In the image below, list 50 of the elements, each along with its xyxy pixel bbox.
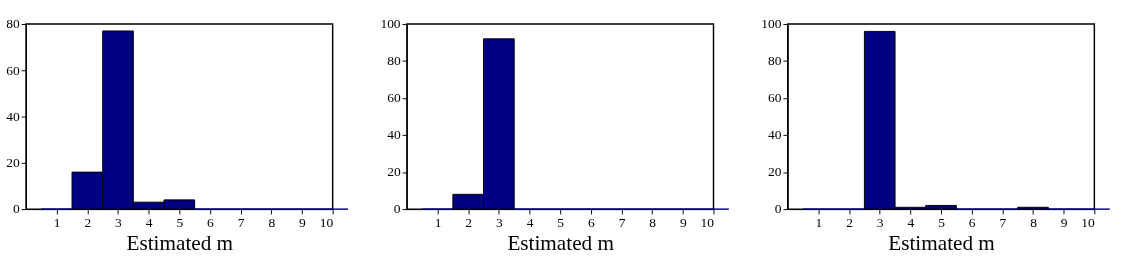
x-axis-title: Estimated m (507, 231, 615, 256)
x-tick-label: 1 (815, 214, 823, 230)
y-tick-label: 40 (6, 108, 21, 124)
x-tick-label: 8 (268, 214, 276, 230)
y-tick-label: 20 (768, 164, 782, 180)
x-tick-label: 5 (557, 214, 565, 230)
x-tick-label: 8 (649, 214, 657, 230)
x-tick-label: 10 (700, 214, 715, 230)
x-tick-label: 5 (938, 214, 946, 230)
x-tick-label: 1 (53, 214, 61, 230)
y-tick-label: 100 (380, 16, 401, 32)
x-tick-label: 9 (299, 214, 307, 230)
x-tick-label: 4 (526, 214, 534, 230)
x-tick-label: 3 (876, 214, 884, 230)
y-tick-label: 80 (6, 16, 21, 32)
y-tick-label: 60 (6, 62, 21, 78)
x-tick-label: 9 (679, 214, 687, 230)
x-tick-label: 4 (907, 214, 915, 230)
x-tick-label: 10 (1081, 214, 1096, 230)
y-tick-label: 80 (387, 53, 401, 69)
y-tick-label: 0 (393, 201, 401, 217)
x-tick-label: 4 (145, 214, 153, 230)
y-tick-label: 0 (13, 201, 21, 217)
x-tick-label: 5 (176, 214, 184, 230)
x-tick-label: 2 (465, 214, 473, 230)
x-tick-label: 7 (999, 214, 1007, 230)
x-tick-label: 2 (84, 214, 92, 230)
x-axis-title: Estimated m (888, 231, 996, 256)
x-tick-label: 3 (495, 214, 503, 230)
x-tick-label: 10 (319, 214, 334, 230)
y-tick-label: 40 (768, 127, 782, 143)
y-tick-label: 20 (387, 164, 401, 180)
x-tick-label: 2 (846, 214, 853, 230)
y-tick-label: 80 (768, 53, 782, 69)
y-tick-label: 60 (768, 90, 782, 106)
y-tick-label: 100 (761, 16, 782, 32)
y-tick-label: 20 (6, 155, 21, 171)
y-tick-label: 0 (774, 201, 782, 217)
x-tick-label: 7 (618, 214, 626, 230)
y-tick-label: 40 (387, 127, 401, 143)
x-tick-label: 8 (1030, 214, 1038, 230)
x-tick-label: 1 (434, 214, 442, 230)
x-tick-label: 3 (115, 214, 123, 230)
x-axis-title: Estimated m (126, 231, 234, 256)
x-tick-label: 9 (1060, 214, 1068, 230)
x-tick-label: 6 (587, 214, 595, 230)
x-tick-label: 6 (968, 214, 976, 230)
y-tick-label: 60 (387, 90, 401, 106)
x-tick-label: 6 (207, 214, 215, 230)
x-tick-label: 7 (237, 214, 245, 230)
